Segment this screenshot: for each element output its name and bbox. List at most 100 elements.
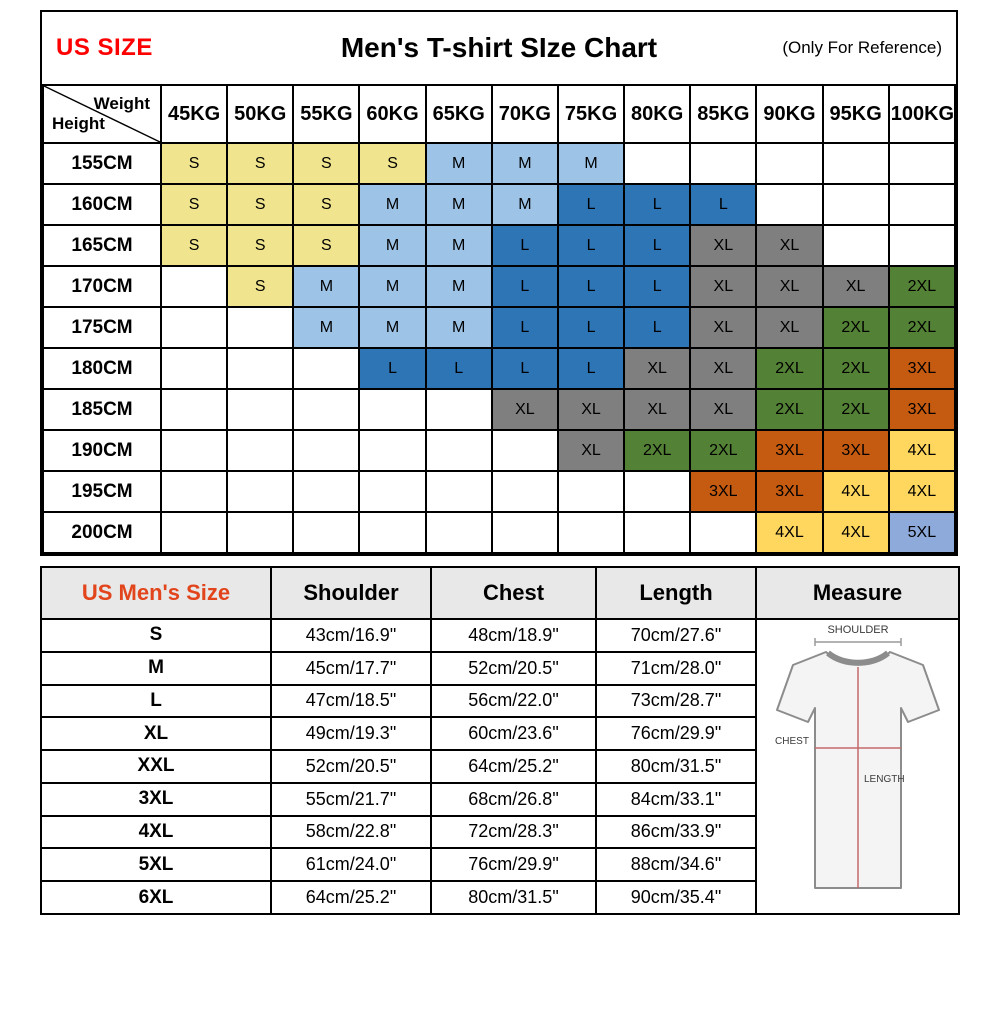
weight-col-header: 60KG bbox=[358, 84, 427, 144]
size-cell: L bbox=[490, 265, 559, 308]
weight-col-header: 75KG bbox=[556, 84, 626, 144]
size-cell: XL bbox=[556, 429, 626, 472]
height-row-header: 200CM bbox=[42, 511, 162, 554]
size-cell: M bbox=[556, 142, 626, 185]
weight-col-header: 100KG bbox=[887, 84, 957, 144]
page-title: Men's T-shirt SIze Chart bbox=[340, 32, 658, 63]
size-cell: 2XL bbox=[623, 429, 692, 472]
chest-diagram-label: CHEST bbox=[775, 736, 809, 747]
size-cell: 3XL bbox=[887, 347, 957, 390]
matrix-row: 195CM 3XL 3XL 4XL 4XL bbox=[42, 470, 957, 513]
height-row-header: 155CM bbox=[42, 142, 162, 185]
corner-height-label: Height bbox=[52, 114, 105, 133]
size-cell: 3XL bbox=[887, 388, 957, 431]
height-row-header: 185CM bbox=[42, 388, 162, 431]
size-cell: 4XL bbox=[755, 511, 824, 554]
size-name-cell: 3XL bbox=[40, 781, 272, 817]
matrix-row: 200CM 4XL 4XL 5XL bbox=[42, 511, 957, 554]
weight-col-header: 45KG bbox=[159, 84, 229, 144]
shoulder-value-cell: 52cm/20.5" bbox=[270, 749, 432, 784]
height-row-header: 180CM bbox=[42, 347, 162, 390]
size-cell: 4XL bbox=[887, 470, 957, 513]
chest-value-cell: 52cm/20.5" bbox=[430, 650, 597, 686]
size-cell: 3XL bbox=[755, 470, 824, 513]
size-cell-empty bbox=[887, 183, 957, 226]
height-row-header: 195CM bbox=[42, 470, 162, 513]
size-cell: 2XL bbox=[821, 306, 890, 349]
size-cell: XL bbox=[623, 347, 692, 390]
measure-row: 3XL 55cm/21.7" 68cm/26.8" 84cm/33.1" bbox=[40, 781, 959, 817]
shoulder-value-cell: 49cm/19.3" bbox=[270, 716, 432, 752]
chest-value-cell: 68cm/26.8" bbox=[430, 781, 597, 817]
height-row-header: 170CM bbox=[42, 265, 162, 308]
matrix-row: 180CM L L L L XL XL 2XL 2XL 3XL bbox=[42, 347, 957, 390]
size-cell-empty bbox=[424, 388, 493, 431]
size-cell-empty bbox=[821, 142, 890, 185]
size-cell-empty bbox=[159, 429, 229, 472]
size-cell-empty bbox=[623, 511, 692, 554]
size-cell-empty bbox=[424, 429, 493, 472]
matrix-row: 175CM M M M L L L XL XL 2XL 2XL bbox=[42, 306, 957, 349]
height-row-header: 165CM bbox=[42, 224, 162, 267]
weight-col-header: 85KG bbox=[689, 84, 758, 144]
size-cell: XL bbox=[689, 306, 758, 349]
size-name-cell: 4XL bbox=[40, 814, 272, 850]
size-cell: S bbox=[226, 183, 295, 226]
size-cell-empty bbox=[424, 470, 493, 513]
weight-col-header: 50KG bbox=[226, 84, 295, 144]
size-cell-empty bbox=[821, 183, 890, 226]
matrix-header-row: Weight Height 45KG 50KG 55KG 60KG 65KG 70KG 75KG… bbox=[42, 84, 957, 144]
size-cell: M bbox=[424, 224, 493, 267]
weight-col-header: 65KG bbox=[424, 84, 493, 144]
measure-row: XXL 52cm/20.5" 64cm/25.2" 80cm/31.5" bbox=[40, 749, 959, 784]
size-cell-empty bbox=[755, 183, 824, 226]
size-cell-empty bbox=[226, 306, 295, 349]
size-cell-empty bbox=[887, 142, 957, 185]
chest-value-cell: 56cm/22.0" bbox=[430, 683, 597, 719]
length-value-cell: 73cm/28.7" bbox=[595, 683, 757, 719]
size-cell: 3XL bbox=[821, 429, 890, 472]
size-cell: 4XL bbox=[887, 429, 957, 472]
size-cell: L bbox=[556, 265, 626, 308]
size-cell: XL bbox=[556, 388, 626, 431]
size-cell-empty bbox=[292, 470, 361, 513]
measure-col-header: Length bbox=[595, 566, 757, 620]
measure-row: XL 49cm/19.3" 60cm/23.6" 76cm/29.9" bbox=[40, 716, 959, 752]
size-cell: S bbox=[226, 265, 295, 308]
size-cell-empty bbox=[159, 388, 229, 431]
shoulder-value-cell: 61cm/24.0" bbox=[270, 847, 432, 883]
height-row-header: 190CM bbox=[42, 429, 162, 472]
size-cell: 2XL bbox=[689, 429, 758, 472]
size-name-cell: M bbox=[40, 650, 272, 686]
size-chart-page: US SIZE Men's T-shirt SIze Chart (Only F… bbox=[40, 10, 960, 915]
size-cell-empty bbox=[159, 470, 229, 513]
size-cell-empty bbox=[556, 511, 626, 554]
size-matrix-table: Weight Height 45KG 50KG 55KG 60KG 65KG 70KG 75KG… bbox=[42, 84, 957, 554]
size-cell: XL bbox=[755, 265, 824, 308]
size-cell: M bbox=[490, 183, 559, 226]
size-cell: XL bbox=[821, 265, 890, 308]
size-cell-empty bbox=[226, 511, 295, 554]
size-cell: 2XL bbox=[887, 306, 957, 349]
size-cell: M bbox=[424, 265, 493, 308]
size-cell: M bbox=[424, 306, 493, 349]
height-row-header: 175CM bbox=[42, 306, 162, 349]
measure-row: 5XL 61cm/24.0" 76cm/29.9" 88cm/34.6" bbox=[40, 847, 959, 883]
length-value-cell: 80cm/31.5" bbox=[595, 749, 757, 784]
shoulder-value-cell: 45cm/17.7" bbox=[270, 650, 432, 686]
size-cell: 2XL bbox=[755, 347, 824, 390]
measure-row: 6XL 64cm/25.2" 80cm/31.5" 90cm/35.4" bbox=[40, 880, 959, 915]
size-cell-empty bbox=[226, 347, 295, 390]
size-cell: 2XL bbox=[755, 388, 824, 431]
size-cell: 3XL bbox=[689, 470, 758, 513]
size-cell-empty bbox=[424, 511, 493, 554]
size-cell: 3XL bbox=[755, 429, 824, 472]
collar bbox=[825, 650, 890, 666]
shoulder-value-cell: 55cm/21.7" bbox=[270, 781, 432, 817]
diagonal-divider bbox=[44, 86, 160, 142]
matrix-row: 190CM XL 2XL 2XL 3XL 3XL 4XL bbox=[42, 429, 957, 472]
length-value-cell: 70cm/27.6" bbox=[595, 618, 757, 653]
size-cell-empty bbox=[887, 224, 957, 267]
size-cell-empty bbox=[226, 470, 295, 513]
matrix-corner-cell: Weight Height bbox=[42, 84, 162, 144]
